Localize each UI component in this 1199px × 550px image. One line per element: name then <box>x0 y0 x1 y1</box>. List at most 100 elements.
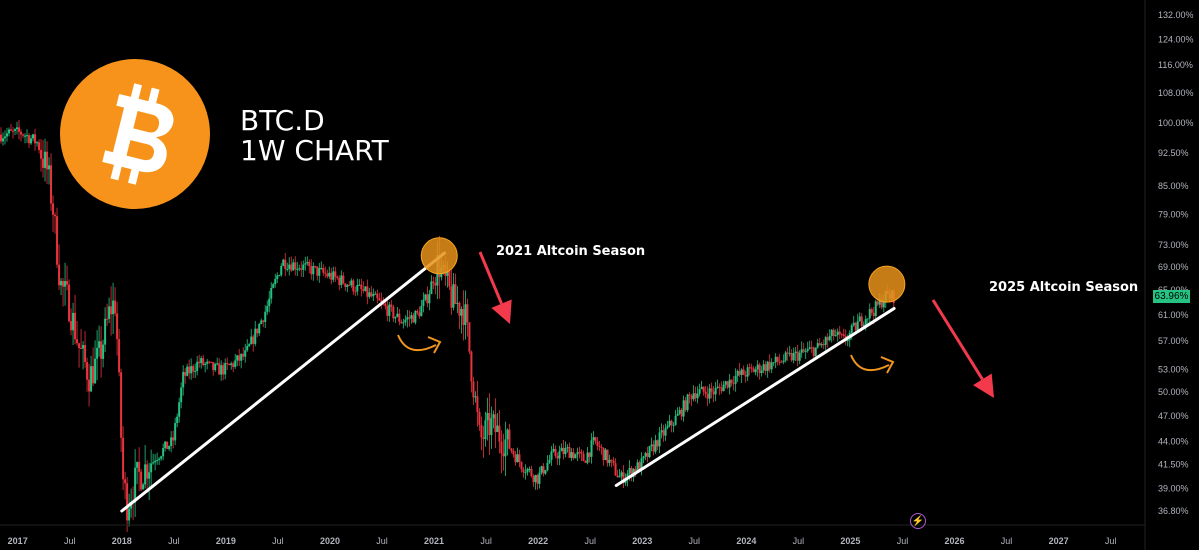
symbol-label: BTC.D <box>240 104 325 137</box>
candle-body <box>234 360 237 367</box>
candle-body <box>320 267 323 269</box>
candle-body <box>252 336 255 344</box>
candle-body <box>50 165 53 204</box>
candle-body <box>488 412 491 436</box>
x-tick-label: 2022 <box>528 536 548 546</box>
candle-body <box>820 344 823 346</box>
candle-body <box>778 361 781 363</box>
candle-body <box>772 362 775 364</box>
candle-body <box>116 313 119 340</box>
candle-body <box>408 317 411 319</box>
candle-body <box>484 420 487 440</box>
y-tick-label: 69.00% <box>1158 262 1189 272</box>
candle-body <box>768 361 771 370</box>
overlays <box>120 237 994 513</box>
x-tick-label: Jul <box>376 536 388 546</box>
candle-body <box>202 358 205 365</box>
candle-body <box>238 355 241 361</box>
candle-body <box>304 263 307 265</box>
red-arrow-2025 <box>931 299 994 398</box>
x-axis: 2017 Jul 2018 Jul 2019 Jul 2020 Jul 2021 Jul 2022 J… <box>8 536 1117 546</box>
candle-body <box>638 462 641 470</box>
candle-body <box>160 456 163 459</box>
candle-body <box>554 448 557 456</box>
candle-body <box>512 450 515 455</box>
x-tick-label: Jul <box>793 536 805 546</box>
candle-body <box>642 456 645 459</box>
candle-body <box>72 312 75 331</box>
candle-body <box>664 427 667 436</box>
candle-body <box>644 452 647 457</box>
y-tick-label: 79.00% <box>1158 209 1189 219</box>
candle-body <box>854 322 857 331</box>
candle-body <box>862 324 865 326</box>
candle-body <box>32 134 35 139</box>
candle-body <box>158 458 161 460</box>
candle-body <box>84 345 87 363</box>
trendline <box>120 251 446 513</box>
candle-body <box>146 464 149 479</box>
candle-body <box>6 133 9 137</box>
candle-body <box>786 352 789 354</box>
y-tick-label: 61.00% <box>1158 310 1189 320</box>
candle-body <box>596 441 599 447</box>
candle-body <box>524 472 527 474</box>
x-tick-label: 2019 <box>216 536 236 546</box>
candle-body <box>842 334 845 336</box>
candle-body <box>172 437 175 441</box>
candle-body <box>770 362 773 370</box>
candle-body <box>248 344 251 347</box>
candle-body <box>262 320 265 323</box>
candle-body <box>662 430 665 436</box>
candle-body <box>698 389 701 394</box>
candle-body <box>656 440 659 447</box>
candle-body <box>676 413 679 416</box>
candle-body <box>416 311 419 313</box>
candle-body <box>218 363 221 375</box>
y-tick-label: 36.80% <box>1158 506 1189 516</box>
x-tick-label: Jul <box>689 536 701 546</box>
candle-body <box>776 356 779 362</box>
candle-body <box>746 367 749 377</box>
candle-body <box>422 299 425 307</box>
lightning-bolt-icon[interactable]: ⚡ <box>910 513 926 529</box>
x-tick-label: Jul <box>584 536 596 546</box>
candle-body <box>736 371 739 376</box>
candle-body <box>368 292 371 297</box>
candle-body <box>500 441 503 454</box>
candle-body <box>680 409 683 417</box>
candle-body <box>44 151 47 168</box>
candle-body <box>122 437 125 480</box>
candle-body <box>56 216 59 265</box>
red-arrow-2021 <box>478 251 512 324</box>
candle-body <box>430 281 433 295</box>
candle-body <box>426 294 429 304</box>
y-tick-label: 124.00% <box>1158 34 1194 44</box>
candle-body <box>710 388 713 392</box>
candle-body <box>590 440 593 457</box>
candle-body <box>560 447 563 452</box>
candle-body <box>42 158 45 168</box>
candle-body <box>236 355 239 361</box>
candle-body <box>618 476 621 478</box>
candle-body <box>548 459 551 463</box>
candle-body <box>446 270 449 276</box>
candle-body <box>298 268 301 270</box>
candle-body <box>192 366 195 372</box>
bitcoin-logo-icon <box>60 59 210 209</box>
candle-body <box>528 468 531 470</box>
candle-body <box>8 129 11 134</box>
candle-body <box>552 448 555 452</box>
candle-body <box>760 370 763 374</box>
y-tick-label: 39.00% <box>1158 483 1189 493</box>
candle-body <box>486 412 489 421</box>
candle-body <box>188 366 191 374</box>
candle-body <box>666 425 669 428</box>
candle-body <box>730 379 733 384</box>
candle-body <box>328 272 331 277</box>
candle-body <box>690 395 693 400</box>
candle-body <box>762 364 765 371</box>
candle-body <box>704 391 707 394</box>
candle-body <box>30 138 33 144</box>
candle-body <box>208 361 211 363</box>
